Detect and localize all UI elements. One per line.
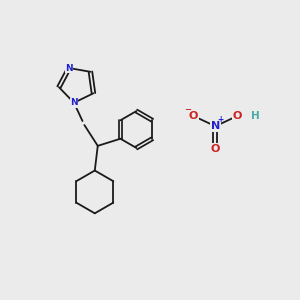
Text: H: H bbox=[251, 111, 260, 121]
Text: O: O bbox=[233, 111, 242, 121]
Text: O: O bbox=[211, 143, 220, 154]
Text: N: N bbox=[211, 121, 220, 131]
Text: N: N bbox=[65, 64, 73, 73]
Text: N: N bbox=[70, 98, 78, 107]
Text: −: − bbox=[184, 105, 191, 114]
Text: +: + bbox=[218, 115, 224, 124]
Text: O: O bbox=[188, 111, 198, 121]
